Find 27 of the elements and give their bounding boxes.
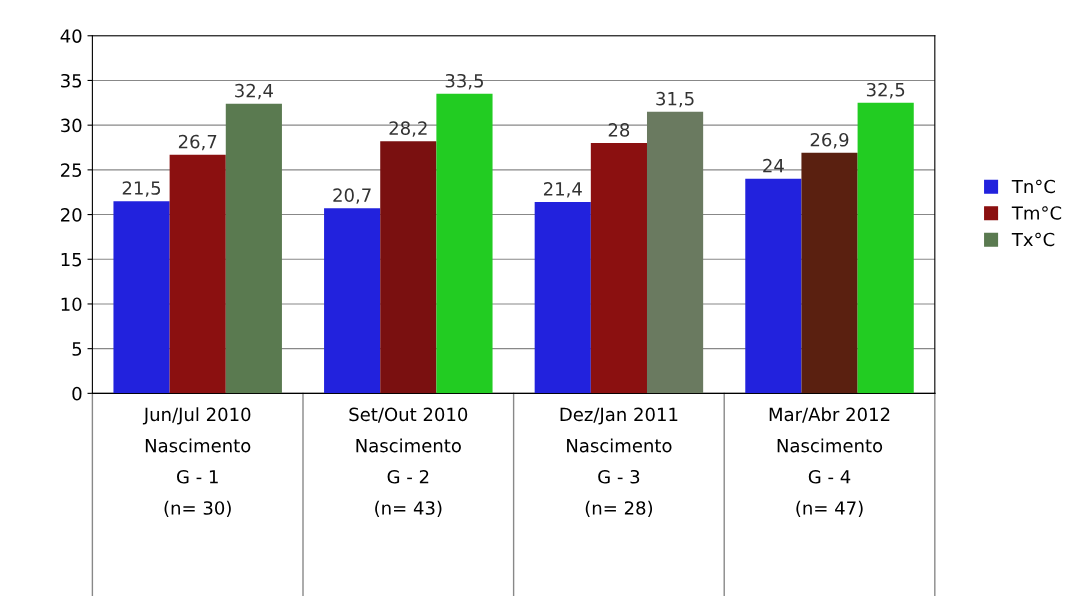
x-tick-label: Set/Out 2010 Nascimento G - 2 (n= 43) xyxy=(349,407,468,517)
legend-label: Tn°C xyxy=(1011,179,1055,194)
data-label: 28 xyxy=(608,123,630,137)
x-tick-label: Mar/Abr 2012 Nascimento G - 4 (n= 47) xyxy=(769,407,890,517)
y-tick-label: 10 xyxy=(61,297,82,312)
data-label: 26,7 xyxy=(178,134,217,151)
data-label: 32,4 xyxy=(235,83,273,100)
data-label: 31,5 xyxy=(656,91,694,108)
data-label: 21,5 xyxy=(122,181,161,197)
data-label: 24 xyxy=(763,158,784,173)
data-label: 32,5 xyxy=(866,82,905,99)
data-label: 21,4 xyxy=(543,182,582,198)
x-tick-label: Jun/Jul 2010 Nascimento G - 1 (n= 30) xyxy=(142,407,251,517)
y-tick-label: 35 xyxy=(61,73,82,88)
data-label: 28,2 xyxy=(389,121,427,137)
legend-label: Tx°C xyxy=(1011,232,1055,247)
x-tick-label: Dez/Jan 2011 Nascimento G - 3 (n= 28) xyxy=(560,407,678,517)
y-tick-label: 15 xyxy=(61,252,82,267)
y-tick-label: 30 xyxy=(61,118,82,133)
data-label: 26,9 xyxy=(810,132,849,149)
y-tick-label: 0 xyxy=(72,386,82,401)
y-tick-label: 40 xyxy=(60,29,82,43)
y-tick-label: 25 xyxy=(61,163,82,177)
data-label: 20,7 xyxy=(333,188,371,204)
y-tick-label: 20 xyxy=(61,208,82,222)
y-tick-label: 5 xyxy=(72,342,82,356)
legend-label: Tm°C xyxy=(1011,206,1062,220)
